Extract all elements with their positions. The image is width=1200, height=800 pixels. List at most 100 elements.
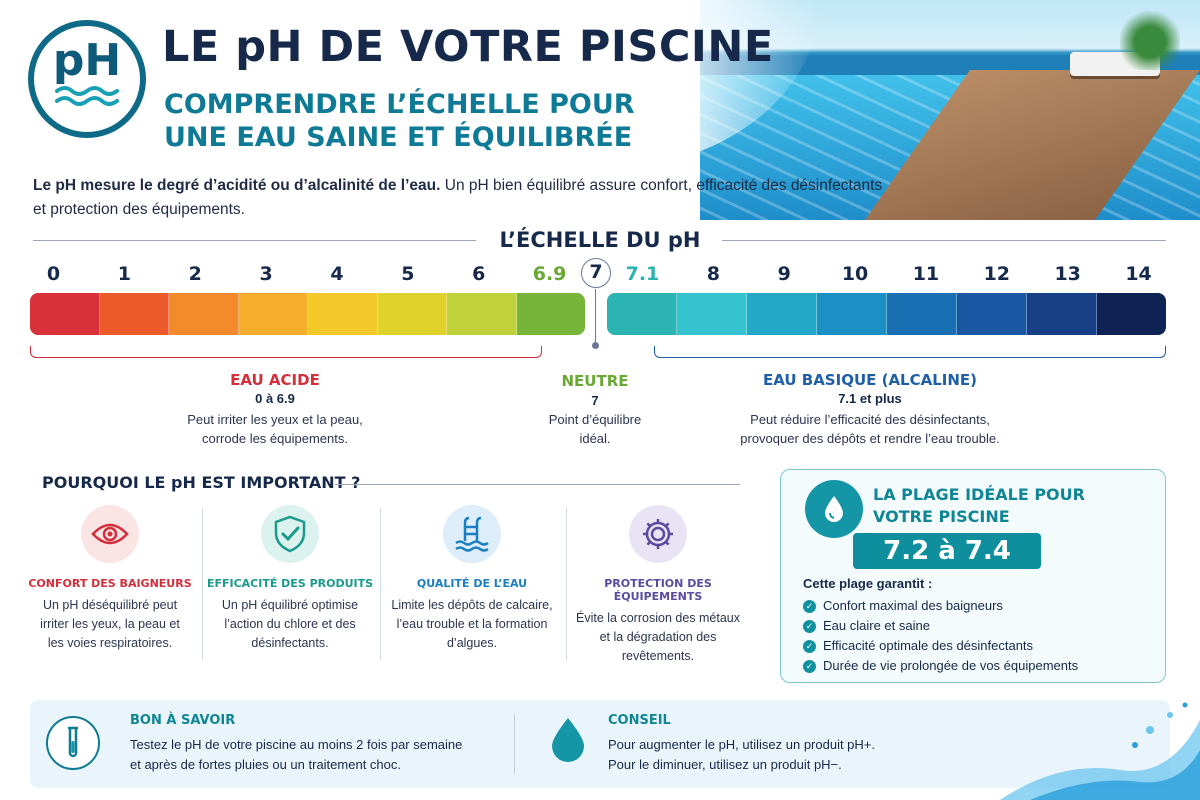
scale-title-line-left <box>33 240 476 241</box>
ph-number-label: 4 <box>330 263 344 285</box>
list-item: ✓ Confort maximal des baigneurs <box>803 596 1078 616</box>
ideal-title-line-1: LA PLAGE IDÉALE POUR <box>873 485 1085 504</box>
card-desc-line: Évite la corrosion des métaux <box>576 611 740 625</box>
ph-number-label: 5 <box>401 263 415 285</box>
list-item: ✓ Efficacité optimale des désinfectants <box>803 636 1078 656</box>
ph-number-label: 1 <box>117 263 131 285</box>
list-item: ✓ Durée de vie prolongée de vos équipemen… <box>803 656 1078 676</box>
neutral-description: Point d’équilibre idéal. <box>520 410 670 448</box>
gear-icon <box>629 505 687 563</box>
subtitle-line-1: COMPRENDRE L’ÉCHELLE POUR <box>164 89 635 120</box>
card-description: Limite les dépôts de calcaire, l’eau tro… <box>384 596 560 653</box>
intro-text: Le pH mesure le degré d’acidité ou d’alc… <box>33 174 893 222</box>
acid-desc-line-2: corrode les équipements. <box>202 431 348 446</box>
acid-segment <box>447 293 517 335</box>
card-desc-line: l’action du chlore et des <box>224 617 356 631</box>
card-equipment: PROTECTION DES ÉQUIPEMENTS Évite la corr… <box>570 505 746 665</box>
base-scale-bar <box>607 293 1166 335</box>
card-title: PROTECTION DES ÉQUIPEMENTS <box>604 577 712 603</box>
list-item: ✓ Eau claire et saine <box>803 616 1078 636</box>
intro-bold: Le pH mesure le degré d’acidité ou d’alc… <box>33 177 441 194</box>
base-segment <box>747 293 817 335</box>
acid-desc-line-1: Peut irriter les yeux et la peau, <box>187 412 363 427</box>
ph-number-label: 2 <box>188 263 202 285</box>
acid-segment <box>30 293 100 335</box>
ph-logo: pH <box>28 20 146 138</box>
neutral-pointer-dot <box>592 342 599 349</box>
acid-scale-bar <box>30 293 585 335</box>
ph-number-label: 14 <box>1125 263 1152 285</box>
ideal-range-box: LA PLAGE IDÉALE POUR VOTRE PISCINE 7.2 à… <box>780 469 1166 683</box>
good-to-know-line-2: et après de fortes pluies ou un traiteme… <box>130 757 401 772</box>
ideal-range-value: 7.2 à 7.4 <box>853 533 1041 569</box>
benefit-label: Eau claire et saine <box>823 618 930 633</box>
benefit-label: Confort maximal des baigneurs <box>823 598 1003 613</box>
eye-icon <box>81 505 139 563</box>
base-bracket <box>654 346 1166 358</box>
card-comfort: CONFORT DES BAIGNEURS Un pH déséquilibré… <box>22 505 198 665</box>
ph-number-label: 10 <box>841 263 869 285</box>
card-title: CONFORT DES BAIGNEURS <box>28 577 192 590</box>
pool-ladder-icon <box>443 505 501 563</box>
ideal-guarantee: Cette plage garantit : <box>803 576 933 591</box>
card-title: QUALITÉ DE L’EAU <box>416 577 528 590</box>
water-drop-icon <box>805 480 863 538</box>
acid-segment <box>308 293 378 335</box>
tips-divider <box>514 714 515 774</box>
card-desc-line: Un pH déséquilibré peut <box>42 598 178 612</box>
good-to-know-line-1: Testez le pH de votre piscine au moins 2… <box>130 737 463 752</box>
acid-range: 0 à 6.9 <box>255 391 295 406</box>
card-desc-line: et la dégradation des <box>599 630 717 644</box>
advice-text: Pour augmenter le pH, utilisez un produi… <box>608 735 875 775</box>
acid-segment <box>238 293 308 335</box>
ph-number-label: 7.1 <box>625 263 660 285</box>
check-icon: ✓ <box>803 619 816 633</box>
neutral-desc-line-1: Point d’équilibre <box>548 412 642 427</box>
card-title: EFFICACITÉ DES PRODUITS <box>206 577 374 590</box>
benefit-label: Durée de vie prolongée de vos équipement… <box>823 658 1079 673</box>
card-description: Évite la corrosion des métaux et la dégr… <box>570 609 746 666</box>
base-desc-line-1: Peut réduire l’efficacité des désinfecta… <box>750 412 990 427</box>
ideal-title-line-2: VOTRE PISCINE <box>873 507 1010 526</box>
ph-number-label: 13 <box>1054 263 1081 285</box>
ph-number-label: 11 <box>912 263 940 285</box>
subtitle-line-2: UNE EAU SAINE ET ÉQUILIBRÉE <box>164 122 633 153</box>
good-to-know-title: BON À SAVOIR <box>130 713 236 728</box>
ph-number-label: 0 <box>46 263 61 285</box>
ph-number-label: 8 <box>706 263 720 285</box>
check-icon: ✓ <box>803 599 816 613</box>
why-title-line <box>335 484 740 485</box>
benefit-label: Efficacité optimale des désinfectants <box>823 638 1034 653</box>
acid-title: EAU ACIDE <box>230 371 320 389</box>
card-water-quality: QUALITÉ DE L’EAU Limite les dépôts de ca… <box>384 505 560 665</box>
card-efficiency: EFFICACITÉ DES PRODUITS Un pH équilibré … <box>202 505 378 665</box>
card-desc-line: Limite les dépôts de calcaire, <box>391 598 553 612</box>
card-divider <box>380 508 381 660</box>
acid-segment <box>516 293 585 335</box>
tips-band: BON À SAVOIR Testez le pH de votre pisci… <box>30 700 1170 788</box>
card-desc-line: l’eau trouble et la formation <box>396 617 548 631</box>
check-icon: ✓ <box>803 659 816 673</box>
base-desc-line-2: provoquer des dépôts et rendre l’eau tro… <box>740 431 1000 446</box>
acid-segment <box>169 293 239 335</box>
page-title: LE pH DE VOTRE PISCINE <box>162 22 774 72</box>
drop-icon <box>550 716 586 767</box>
neutral-desc-line-2: idéal. <box>579 431 611 446</box>
base-segment <box>1027 293 1097 335</box>
ph-number-label: 6.9 <box>532 263 567 285</box>
card-desc-line: d’algues. <box>446 636 498 650</box>
card-description: Un pH équilibré optimise l’action du chl… <box>202 596 378 653</box>
test-tube-icon <box>46 716 100 770</box>
card-desc-line: irriter les yeux, la peau et <box>40 617 180 631</box>
plant <box>1120 0 1180 70</box>
card-desc-line: les voies respiratoires. <box>47 636 173 650</box>
ideal-benefits-list: ✓ Confort maximal des baigneurs ✓ Eau clai… <box>803 596 1078 676</box>
advice-line-1: Pour augmenter le pH, utilisez un produi… <box>608 737 876 752</box>
card-divider <box>202 508 203 660</box>
intro-rest: Un pH bien équilibré assure confort, eff… <box>33 177 883 218</box>
neutral-number: 7 <box>581 258 611 288</box>
shield-check-icon <box>261 505 319 563</box>
acid-segment <box>99 293 169 335</box>
ph-number-label: 3 <box>259 263 273 285</box>
header: pH LE pH DE VOTRE PISCINE COMPRENDRE L’É… <box>0 0 1200 220</box>
